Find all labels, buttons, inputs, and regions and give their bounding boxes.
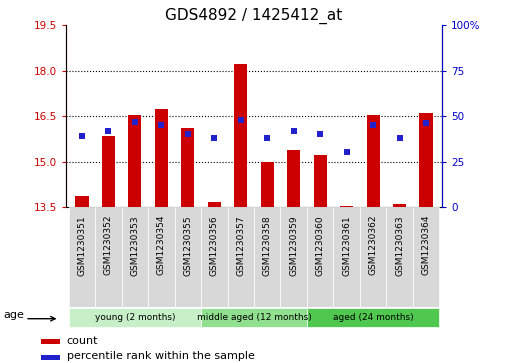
- Point: [263, 135, 271, 141]
- Bar: [413, 207, 439, 307]
- Point: [237, 117, 245, 123]
- Bar: [234, 64, 247, 207]
- Text: GSM1230352: GSM1230352: [104, 215, 113, 276]
- Bar: [128, 115, 142, 207]
- Bar: [280, 207, 307, 307]
- Bar: [387, 207, 413, 307]
- Text: GSM1230353: GSM1230353: [131, 215, 139, 276]
- Bar: [366, 115, 380, 207]
- Title: GDS4892 / 1425412_at: GDS4892 / 1425412_at: [166, 8, 342, 24]
- Text: GSM1230360: GSM1230360: [315, 215, 325, 276]
- Bar: [69, 207, 95, 307]
- Text: GSM1230361: GSM1230361: [342, 215, 351, 276]
- Bar: [102, 136, 115, 207]
- Bar: [41, 355, 60, 359]
- Bar: [287, 150, 300, 207]
- Bar: [208, 203, 221, 207]
- Bar: [121, 207, 148, 307]
- Point: [396, 135, 404, 141]
- Bar: [201, 308, 307, 327]
- Bar: [69, 308, 201, 327]
- Text: GSM1230363: GSM1230363: [395, 215, 404, 276]
- Bar: [75, 196, 88, 207]
- Text: GSM1230357: GSM1230357: [236, 215, 245, 276]
- Point: [131, 119, 139, 125]
- Bar: [228, 207, 254, 307]
- Text: aged (24 months): aged (24 months): [333, 313, 414, 322]
- Bar: [393, 204, 406, 207]
- Point: [157, 122, 166, 128]
- Bar: [175, 207, 201, 307]
- Bar: [254, 207, 280, 307]
- Text: GSM1230362: GSM1230362: [369, 215, 377, 276]
- Text: GSM1230354: GSM1230354: [157, 215, 166, 276]
- Point: [422, 121, 430, 126]
- Text: GSM1230364: GSM1230364: [422, 215, 431, 276]
- Text: GSM1230355: GSM1230355: [183, 215, 193, 276]
- Bar: [41, 339, 60, 344]
- Bar: [333, 207, 360, 307]
- Point: [78, 133, 86, 139]
- Text: GSM1230356: GSM1230356: [210, 215, 219, 276]
- Point: [342, 150, 351, 155]
- Bar: [307, 308, 439, 327]
- Point: [290, 128, 298, 134]
- Text: percentile rank within the sample: percentile rank within the sample: [67, 351, 255, 361]
- Bar: [307, 207, 333, 307]
- Text: age: age: [4, 310, 24, 321]
- Point: [104, 128, 112, 134]
- Bar: [340, 206, 353, 207]
- Text: middle aged (12 months): middle aged (12 months): [197, 313, 311, 322]
- Bar: [155, 109, 168, 207]
- Bar: [360, 207, 387, 307]
- Text: GSM1230358: GSM1230358: [263, 215, 272, 276]
- Bar: [420, 113, 433, 207]
- Point: [369, 122, 377, 128]
- Point: [316, 131, 324, 137]
- Text: count: count: [67, 335, 98, 346]
- Text: GSM1230359: GSM1230359: [289, 215, 298, 276]
- Text: GSM1230351: GSM1230351: [77, 215, 86, 276]
- Point: [210, 135, 218, 141]
- Bar: [201, 207, 228, 307]
- Text: young (2 months): young (2 months): [94, 313, 175, 322]
- Bar: [95, 207, 121, 307]
- Point: [184, 131, 192, 137]
- Bar: [148, 207, 175, 307]
- Bar: [313, 155, 327, 207]
- Bar: [261, 162, 274, 207]
- Bar: [181, 128, 195, 207]
